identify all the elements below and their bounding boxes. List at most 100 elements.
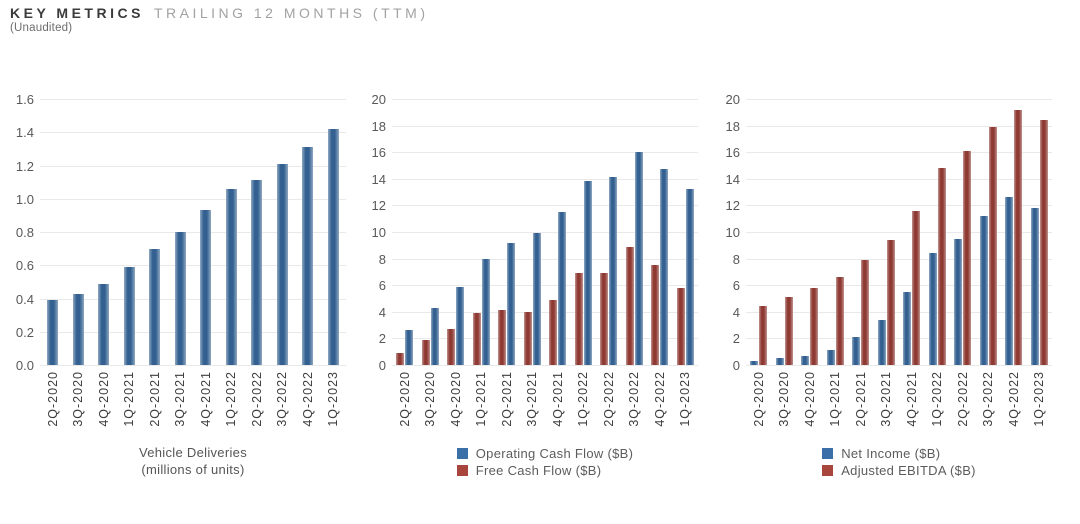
bar xyxy=(861,260,870,365)
legend-item: Adjusted EBITDA ($B) xyxy=(822,462,976,479)
gridline xyxy=(392,285,698,286)
chart-title: Vehicle Deliveries (millions of units) xyxy=(40,445,346,478)
bar-groups xyxy=(40,99,346,365)
plot-area xyxy=(392,99,698,366)
bar-group xyxy=(899,99,925,365)
y-tick-label: 0.6 xyxy=(15,258,34,274)
y-tick-label: 2 xyxy=(378,331,386,347)
gridline xyxy=(392,232,698,233)
page-title: KEY METRICS xyxy=(10,5,144,21)
x-slot: 1Q-2023 xyxy=(673,371,699,441)
bar xyxy=(472,313,481,365)
x-slot: 2Q-2021 xyxy=(142,371,168,441)
legend-item: Free Cash Flow ($B) xyxy=(456,462,602,479)
bar xyxy=(1005,197,1014,365)
bar xyxy=(251,180,263,365)
x-axis-label: 3Q-2020 xyxy=(71,371,86,427)
x-axis-label: 4Q-2021 xyxy=(198,371,213,427)
bar xyxy=(498,310,507,365)
bar-group xyxy=(823,99,849,365)
x-axis-labels: 2Q-2020 3Q-2020 4Q-2020 1Q-2021 2Q-2021 3Q-20… xyxy=(40,371,346,441)
legend-label: Free Cash Flow ($B) xyxy=(475,463,602,478)
bar-group xyxy=(571,99,597,365)
x-axis-labels: 2Q-2020 3Q-2020 4Q-2020 1Q-2021 2Q-2021 3Q-20… xyxy=(392,371,698,441)
gridline xyxy=(392,365,698,366)
legend-marker xyxy=(822,465,834,476)
bar xyxy=(200,210,212,365)
x-slot: 4Q-2020 xyxy=(797,371,823,441)
x-slot: 1Q-2022 xyxy=(219,371,245,441)
bar-group xyxy=(168,99,194,365)
bar-group xyxy=(494,99,520,365)
bar xyxy=(327,129,339,365)
y-tick-label: 8 xyxy=(378,251,386,267)
bar xyxy=(456,287,465,365)
page-title-secondary: TRAILING 12 MONTHS (TTM) xyxy=(153,5,429,21)
bar xyxy=(928,253,937,365)
bar xyxy=(430,308,439,365)
legend-items: Net Income ($B) Adjusted EBITDA ($B) xyxy=(822,445,976,479)
x-slot: 3Q-2020 xyxy=(66,371,92,441)
y-tick-label: 18 xyxy=(725,118,740,134)
x-slot: 4Q-2020 xyxy=(91,371,117,441)
bar-group xyxy=(295,99,321,365)
bar-group xyxy=(545,99,571,365)
x-slot: 1Q-2023 xyxy=(321,371,347,441)
x-axis-label: 2Q-2021 xyxy=(853,371,868,427)
legend-label: Adjusted EBITDA ($B) xyxy=(841,463,976,478)
x-axis-label: 1Q-2022 xyxy=(576,371,591,427)
x-axis-label: 4Q-2022 xyxy=(1006,371,1021,427)
x-axis-label: 3Q-2020 xyxy=(423,371,438,427)
legend: Net Income ($B) Adjusted EBITDA ($B) xyxy=(746,445,1052,479)
x-axis-label: 3Q-2022 xyxy=(981,371,996,427)
bar-group xyxy=(925,99,951,365)
y-tick-label: 12 xyxy=(725,198,740,214)
x-slot: 3Q-2020 xyxy=(418,371,444,441)
x-axis-label: 2Q-2022 xyxy=(601,371,616,427)
bar-group xyxy=(443,99,469,365)
x-axis-label: 4Q-2020 xyxy=(802,371,817,427)
y-tick-label: 12 xyxy=(371,198,386,214)
bar xyxy=(609,177,618,365)
bar-groups xyxy=(392,99,698,365)
bar xyxy=(1039,120,1048,365)
x-axis-label: 3Q-2021 xyxy=(879,371,894,427)
gridline xyxy=(746,365,1052,366)
bar xyxy=(396,353,405,365)
gridline xyxy=(746,338,1052,339)
x-axis-label: 4Q-2022 xyxy=(300,371,315,427)
x-axis-label: 2Q-2022 xyxy=(249,371,264,427)
bar xyxy=(481,259,490,365)
gridline xyxy=(746,259,1052,260)
x-axis-label: 1Q-2023 xyxy=(678,371,693,427)
bar-group xyxy=(874,99,900,365)
bar-group xyxy=(950,99,976,365)
x-axis-label: 4Q-2021 xyxy=(550,371,565,427)
bar-group xyxy=(418,99,444,365)
x-axis-label: 3Q-2021 xyxy=(525,371,540,427)
bar-group xyxy=(1001,99,1027,365)
gridline xyxy=(40,199,346,200)
x-axis-label: 1Q-2023 xyxy=(326,371,341,427)
unaudited-note: (Unaudited) xyxy=(10,22,73,34)
legend-item: Operating Cash Flow ($B) xyxy=(456,445,633,462)
x-slot: 1Q-2023 xyxy=(1027,371,1053,441)
gridline xyxy=(392,126,698,127)
x-axis-label: 1Q-2022 xyxy=(930,371,945,427)
x-slot: 3Q-2021 xyxy=(874,371,900,441)
bar xyxy=(421,340,430,365)
bar xyxy=(826,350,835,365)
x-slot: 1Q-2021 xyxy=(469,371,495,441)
bar xyxy=(123,267,135,365)
x-axis-label: 3Q-2021 xyxy=(173,371,188,427)
gridline xyxy=(40,299,346,300)
x-axis-label: 1Q-2021 xyxy=(122,371,137,427)
bar xyxy=(979,216,988,365)
bar xyxy=(149,249,161,365)
x-slot: 4Q-2021 xyxy=(193,371,219,441)
chart-title-line: Vehicle Deliveries xyxy=(138,445,247,460)
bar-group xyxy=(392,99,418,365)
bar xyxy=(625,247,634,365)
bar xyxy=(937,168,946,365)
bar-groups xyxy=(746,99,1052,365)
